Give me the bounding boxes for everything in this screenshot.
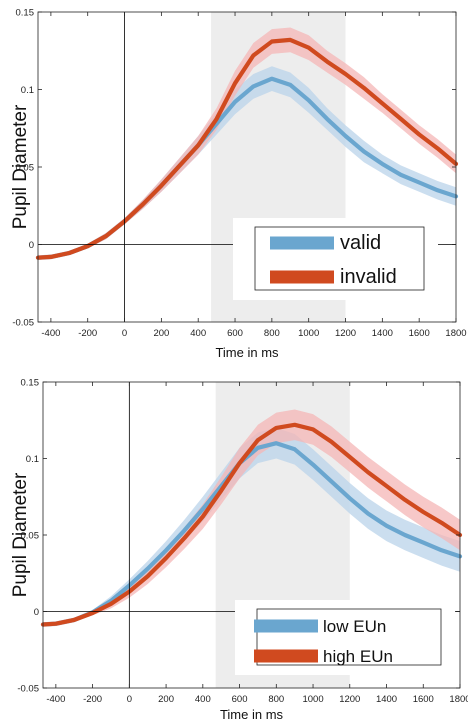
y-tick-label: 0.15 — [16, 8, 35, 19]
series-band-0 — [43, 427, 460, 627]
series-line-1 — [40, 422, 463, 627]
x-tick-label: 1200 — [339, 694, 360, 705]
x-axis-label: Time in ms — [215, 345, 279, 360]
y-axis-label: Pupil Diameter — [10, 104, 31, 229]
chart-bottom: -400 -200 0 200 400 600 800 1000 1200 1400 1600 180… — [10, 378, 468, 723]
x-tick-label: 1800 — [449, 694, 468, 705]
y-axis-label: Pupil Diameter — [10, 472, 31, 597]
x-axis-label: Time in ms — [220, 707, 284, 722]
legend-label: valid — [340, 232, 381, 254]
x-tick-label: 1000 — [302, 694, 323, 705]
legend-label: low EUn — [323, 617, 386, 636]
x-tick-label: 1000 — [298, 328, 319, 339]
y-tick-label: 0 — [29, 240, 34, 251]
y-tick-label: 0.05 — [21, 531, 40, 542]
y-tick-label: -0.05 — [12, 318, 34, 329]
x-tick-label: 1400 — [376, 694, 397, 705]
legend-swatch — [270, 270, 334, 284]
x-tick-label: 1600 — [409, 328, 430, 339]
legend-swatch — [254, 649, 318, 663]
y-tick-label: 0.1 — [26, 454, 39, 465]
x-tick-label: 400 — [195, 694, 211, 705]
x-tick-label: 0 — [122, 328, 127, 339]
x-tick-label: 1800 — [445, 328, 466, 339]
x-tick-label: 800 — [268, 694, 284, 705]
y-tick-label: 0.05 — [16, 163, 35, 174]
legend-swatch — [270, 236, 334, 250]
x-tick-label: 200 — [158, 694, 174, 705]
x-tick-label: -400 — [41, 328, 60, 339]
series-band-0 — [38, 66, 456, 260]
x-tick-label: 800 — [264, 328, 280, 339]
y-tick-label: 0.1 — [21, 85, 34, 96]
y-tick-label: 0.15 — [21, 378, 40, 389]
series-line-1 — [35, 37, 459, 260]
x-tick-label: 1400 — [372, 328, 393, 339]
x-tick-label: 1600 — [413, 694, 434, 705]
chart-top: -400 -200 0 200 400 600 800 1000 1200 1400 1600 180… — [10, 8, 467, 361]
legend-label: invalid — [340, 266, 397, 288]
series-line-0 — [40, 441, 463, 627]
x-tick-label: 400 — [190, 328, 206, 339]
x-tick-label: 1200 — [335, 328, 356, 339]
y-tick-label: 0 — [34, 607, 39, 618]
y-tick-label: -0.05 — [17, 684, 39, 695]
legend-swatch — [254, 619, 318, 633]
legend: valid invalid — [233, 218, 438, 300]
x-tick-label: -400 — [46, 694, 65, 705]
x-tick-label: 600 — [232, 694, 248, 705]
x-tick-label: -200 — [78, 328, 97, 339]
legend: low EUn high EUn — [235, 600, 455, 675]
x-tick-label: 200 — [153, 328, 169, 339]
x-tick-label: 600 — [227, 328, 243, 339]
x-tick-label: -200 — [83, 694, 102, 705]
x-tick-label: 0 — [127, 694, 132, 705]
legend-label: high EUn — [323, 647, 393, 666]
